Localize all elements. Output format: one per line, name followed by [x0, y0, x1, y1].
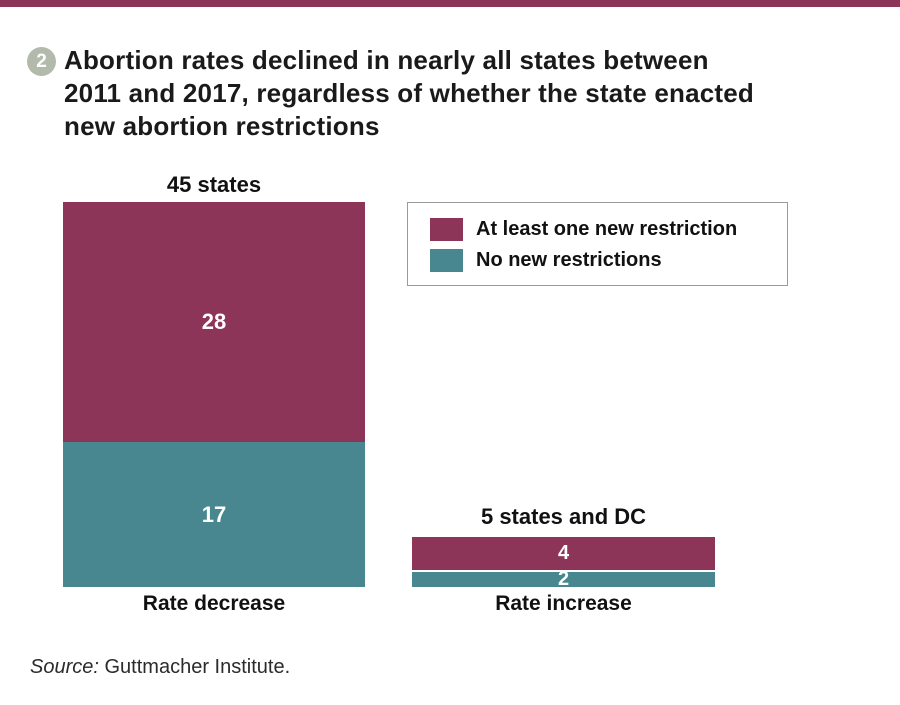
right-bar-total-label: 5 states and DC	[480, 504, 647, 529]
left-bar-total-label: 45 states	[166, 172, 262, 197]
source-line: Source: Guttmacher Institute.	[30, 656, 290, 679]
segment-increase-restriction: 4	[412, 537, 715, 570]
legend: At least one new restriction No new rest…	[407, 202, 788, 286]
segment-increase-no-restriction: 2	[412, 568, 715, 590]
source-prefix: Source:	[30, 656, 99, 678]
segment-decrease-restriction: 28	[63, 202, 365, 442]
figure-title: Abortion rates declined in nearly all st…	[64, 45, 754, 141]
bar-rate-decrease: 28 17	[63, 202, 365, 587]
legend-label: No new restrictions	[476, 249, 662, 271]
legend-swatch-no-restriction-icon	[430, 249, 463, 272]
bar-rate-increase: 4 2	[412, 537, 715, 590]
segment-decrease-no-restriction: 17	[63, 442, 365, 587]
legend-swatch-restriction-icon	[430, 218, 463, 241]
legend-label: At least one new restriction	[476, 218, 738, 240]
value-label: 4	[557, 542, 570, 564]
category-label-rate-increase: Rate increase	[495, 592, 632, 615]
source-text: Guttmacher Institute.	[98, 656, 291, 678]
figure-number-badge: 2	[27, 47, 56, 76]
value-label: 28	[201, 309, 227, 334]
value-label: 17	[201, 501, 227, 527]
figure-number: 2	[36, 50, 47, 72]
category-label-rate-decrease: Rate decrease	[142, 592, 286, 615]
legend-item-no-restriction: No new restrictions	[430, 245, 787, 276]
value-label: 2	[557, 568, 570, 590]
top-accent-rule	[0, 0, 900, 7]
legend-item-restriction: At least one new restriction	[430, 214, 787, 245]
